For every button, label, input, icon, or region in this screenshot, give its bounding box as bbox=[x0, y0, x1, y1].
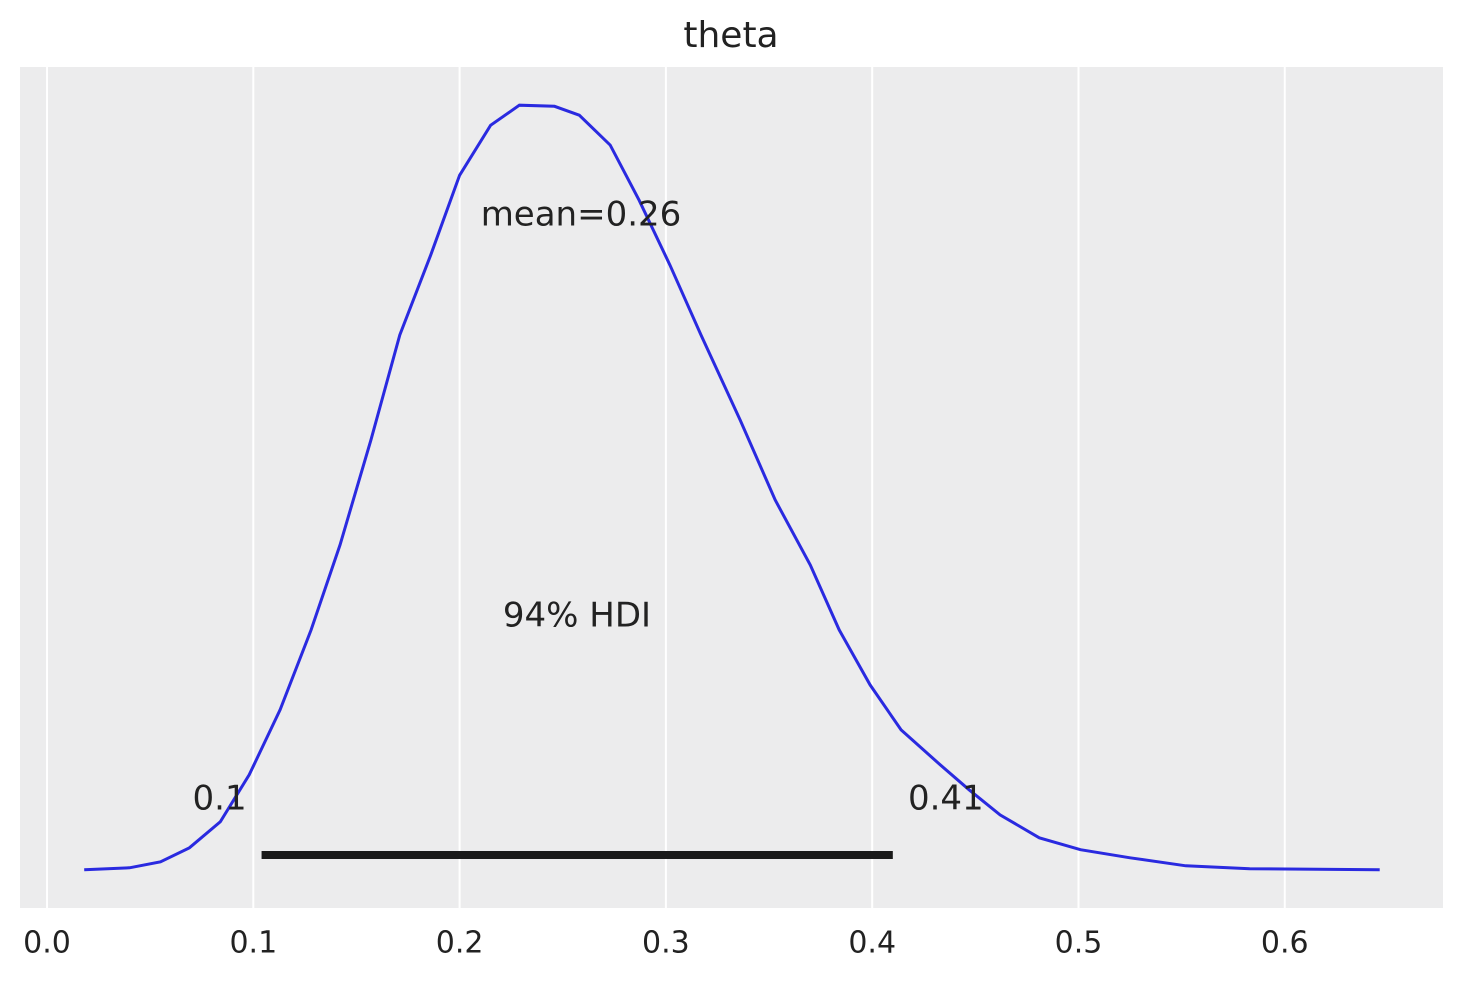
x-tick-label: 0.5 bbox=[1055, 926, 1103, 961]
x-tick-label: 0.0 bbox=[23, 926, 71, 961]
hdi-label: 94% HDI bbox=[503, 596, 651, 636]
x-tick-label: 0.3 bbox=[642, 926, 690, 961]
hdi-upper-label: 0.41 bbox=[908, 779, 984, 819]
chart-title: theta bbox=[683, 15, 778, 56]
x-tick-label: 0.2 bbox=[436, 926, 484, 961]
mean-label: mean=0.26 bbox=[481, 195, 682, 235]
x-tick-label: 0.6 bbox=[1261, 926, 1309, 961]
x-tick-label: 0.4 bbox=[848, 926, 896, 961]
hdi-lower-label: 0.1 bbox=[193, 779, 247, 819]
plot-area bbox=[20, 67, 1443, 908]
x-tick-label: 0.1 bbox=[229, 926, 277, 961]
density-line bbox=[84, 103, 1380, 872]
